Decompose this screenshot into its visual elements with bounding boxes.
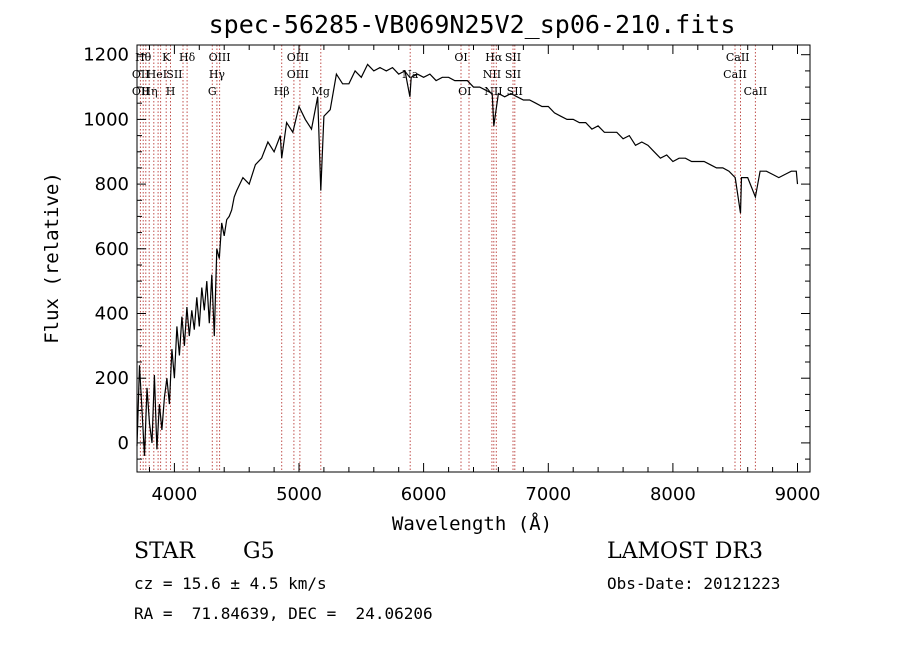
line-label: CaII (726, 51, 750, 64)
line-label: OIII (287, 68, 309, 81)
line-labels-layer: HθOIIOIIHηHeIKHSIIHδGHγOIIIHβOIIIOIIIMgN… (132, 51, 767, 98)
y-tick-label: 1000 (83, 109, 129, 130)
line-label: SII (507, 85, 523, 98)
x-tick-label: 5000 (276, 484, 322, 505)
x-tick-label: 4000 (151, 484, 197, 505)
x-tick-label: 6000 (401, 484, 447, 505)
line-label: Hη (141, 85, 157, 98)
line-label: SII (505, 68, 521, 81)
line-label: SII (166, 68, 182, 81)
object-subclass: G5 (243, 539, 275, 564)
line-label: OIII (209, 51, 231, 64)
y-tick-label: 1200 (83, 45, 129, 66)
y-tick-label: 0 (118, 433, 129, 454)
line-label: OI (458, 85, 471, 98)
line-label: OII (132, 68, 150, 81)
line-label: Mg (312, 85, 330, 98)
x-axis-label: Wavelength (Å) (392, 512, 552, 535)
line-label: Hθ (135, 51, 152, 64)
x-axis-ticks: 4000 5000 6000 7000 8000 9000 (149, 45, 821, 505)
line-label: G (208, 85, 217, 98)
spectrum-line (136, 63, 799, 456)
coordinates-text: RA = 71.84639, DEC = 24.06206 (134, 604, 433, 623)
plot-frame (136, 44, 811, 473)
x-tick-label: 7000 (525, 484, 571, 505)
y-tick-label: 800 (95, 174, 129, 195)
line-label: H (166, 85, 176, 98)
line-markers-layer (139, 45, 756, 472)
y-tick-label: 400 (95, 304, 129, 325)
chart-title: spec-56285-VB069N25V2_sp06-210.fits (209, 10, 736, 39)
line-label: OI (454, 51, 467, 64)
line-label: HeI (147, 68, 167, 81)
y-tick-label: 200 (95, 368, 129, 389)
object-class: STAR (134, 539, 195, 564)
line-label: Hδ (179, 51, 196, 64)
line-label: OII (132, 85, 150, 98)
line-label: CaII (744, 85, 768, 98)
x-tick-label: 8000 (650, 484, 696, 505)
line-label: K (162, 51, 171, 64)
line-label: OIII (287, 51, 309, 64)
line-label: CaII (723, 68, 747, 81)
x-tick-label: 9000 (775, 484, 821, 505)
line-label: Hγ (209, 68, 226, 81)
line-label: NII (484, 85, 502, 98)
obs-date-text: Obs-Date: 20121223 (607, 574, 781, 593)
y-axis-label: Flux (relative) (41, 172, 63, 344)
redshift-text: cz = 15.6 ± 4.5 km/s (134, 574, 327, 593)
survey-name: LAMOST DR3 (607, 539, 763, 564)
line-label: NII (483, 68, 501, 81)
line-label: SII (505, 51, 521, 64)
line-label: Hα (485, 51, 503, 64)
y-axis-ticks: 0 200 400 600 800 1000 1200 (83, 45, 810, 460)
line-label: Hβ (274, 85, 290, 98)
y-tick-label: 600 (95, 239, 129, 260)
